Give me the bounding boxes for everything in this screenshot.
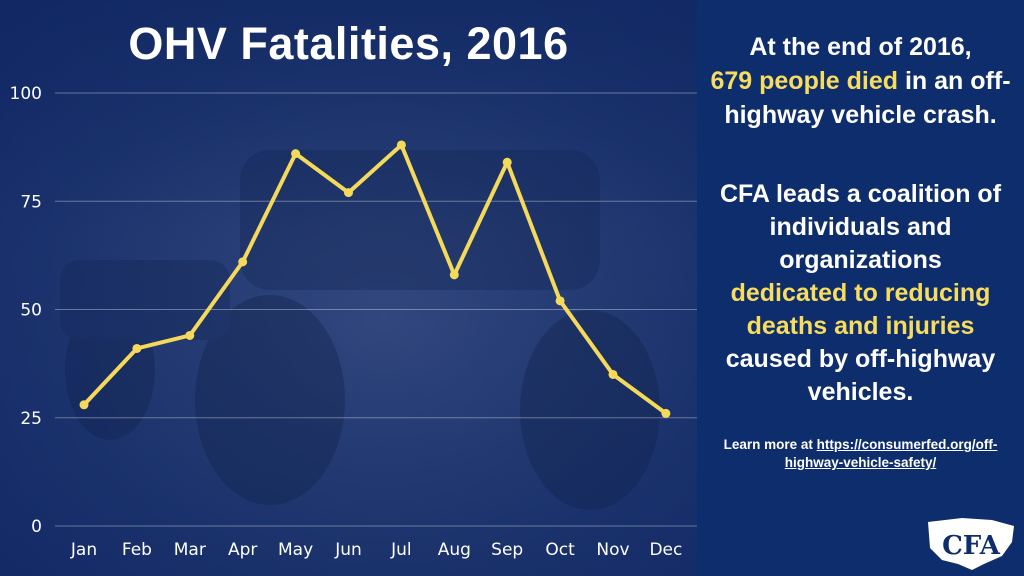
learn-more-label: Learn more at <box>723 437 813 452</box>
y-tick-label: 100 <box>10 84 42 104</box>
data-point <box>79 400 89 410</box>
mission-statement: CFA leads a coalition of individuals and… <box>697 178 1024 409</box>
fatality-summary: At the end of 2016, 679 people died in a… <box>697 30 1024 132</box>
chart-title: OHV Fatalities, 2016 <box>128 18 569 69</box>
line-chart: 0 25 50 75 100 Jan Feb Mar Apr May Jun Jul Aug Sep Oc… <box>10 84 697 560</box>
series-line <box>82 142 668 416</box>
x-tick-label: Feb <box>122 540 152 560</box>
summary-highlight: 679 people died <box>710 67 899 95</box>
x-tick-label: Jul <box>390 540 412 560</box>
x-tick-label: May <box>278 540 313 560</box>
info-panel <box>697 0 1024 576</box>
x-tick-label: Mar <box>174 540 206 560</box>
logo-text: CFA <box>942 531 1001 561</box>
y-tick-label: 50 <box>20 301 42 321</box>
x-tick-label: Apr <box>228 540 257 560</box>
y-tick-label: 25 <box>20 409 42 429</box>
learn-more-link[interactable]: https://consumerfed.org/off-highway-vehi… <box>784 437 998 470</box>
x-tick-label: Dec <box>649 540 682 560</box>
data-point <box>396 140 406 150</box>
x-tick-label: Aug <box>438 540 471 560</box>
x-tick-label: Nov <box>596 540 629 560</box>
data-point <box>449 270 459 280</box>
summary-text-2: in an off-highway vehicle crash. <box>724 67 1011 129</box>
data-point <box>185 330 195 340</box>
data-point <box>555 296 565 306</box>
cfa-logo: CFA <box>928 518 1014 570</box>
mission-highlight: dedicated to reducing deaths and injurie… <box>730 279 991 340</box>
x-tick-label: Sep <box>491 540 523 560</box>
summary-text-1: At the end of 2016, <box>749 33 972 61</box>
x-tick-label: Jun <box>334 540 362 560</box>
x-tick-label: Oct <box>545 540 575 560</box>
data-point <box>132 343 142 353</box>
y-tick-label: 75 <box>20 192 42 212</box>
data-point <box>661 408 671 418</box>
background-photo <box>0 0 697 576</box>
mission-text-1: CFA leads a coalition of individuals and… <box>719 180 1002 274</box>
data-point <box>344 188 353 198</box>
y-tick-label: 0 <box>31 517 42 537</box>
data-point <box>238 257 248 267</box>
data-point <box>291 149 301 159</box>
data-point <box>608 369 618 379</box>
learn-more: Learn more at https://consumerfed.org/of… <box>697 436 1024 472</box>
data-point <box>502 157 512 167</box>
x-tick-label: Jan <box>70 540 97 560</box>
mission-text-2: caused by off-highway vehicles. <box>725 345 996 406</box>
